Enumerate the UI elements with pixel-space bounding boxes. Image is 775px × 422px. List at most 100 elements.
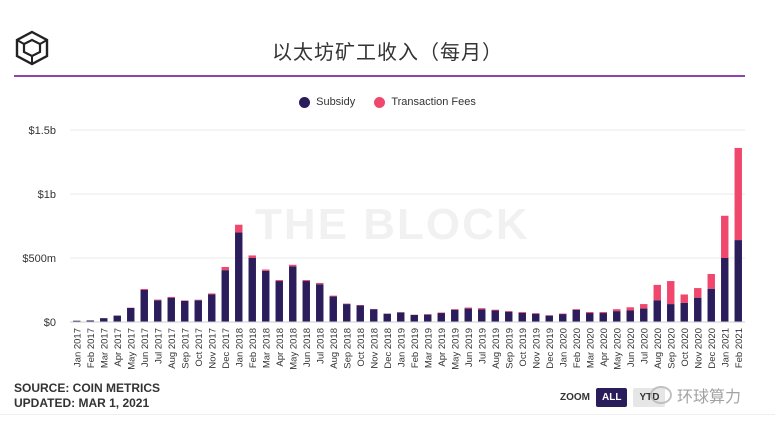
bar-subsidy[interactable] bbox=[73, 320, 81, 322]
bar-transaction-fees[interactable] bbox=[302, 280, 310, 282]
bar-subsidy[interactable] bbox=[707, 288, 715, 322]
bar-transaction-fees[interactable] bbox=[208, 293, 216, 295]
bar-transaction-fees[interactable] bbox=[451, 309, 459, 310]
bar-subsidy[interactable] bbox=[680, 302, 688, 322]
bar-subsidy[interactable] bbox=[491, 310, 499, 322]
bar-transaction-fees[interactable] bbox=[532, 313, 540, 314]
bar-subsidy[interactable] bbox=[505, 311, 513, 322]
bar-subsidy[interactable] bbox=[667, 304, 675, 322]
bar-transaction-fees[interactable] bbox=[707, 274, 715, 289]
x-tick-label: Feb 2019 bbox=[410, 328, 421, 368]
bar-transaction-fees[interactable] bbox=[464, 307, 472, 309]
bar-transaction-fees[interactable] bbox=[599, 312, 607, 314]
bar-subsidy[interactable] bbox=[397, 312, 405, 322]
bar-subsidy[interactable] bbox=[329, 296, 337, 322]
bar-transaction-fees[interactable] bbox=[491, 309, 499, 311]
bar-transaction-fees[interactable] bbox=[640, 304, 648, 309]
bar-subsidy[interactable] bbox=[383, 313, 391, 322]
bar-subsidy[interactable] bbox=[167, 297, 175, 322]
x-tick-label: Feb 2017 bbox=[86, 328, 97, 368]
bar-subsidy[interactable] bbox=[410, 314, 418, 322]
bar-subsidy[interactable] bbox=[586, 313, 594, 322]
bar-transaction-fees[interactable] bbox=[559, 313, 567, 315]
bar-transaction-fees[interactable] bbox=[667, 281, 675, 305]
bar-transaction-fees[interactable] bbox=[572, 309, 580, 310]
bar-subsidy[interactable] bbox=[694, 297, 702, 322]
bar-subsidy[interactable] bbox=[127, 307, 135, 322]
x-tick-label: Aug 2017 bbox=[167, 328, 178, 369]
bar-subsidy[interactable] bbox=[613, 311, 621, 322]
bar-subsidy[interactable] bbox=[451, 309, 459, 322]
bar-transaction-fees[interactable] bbox=[194, 299, 202, 301]
bar-transaction-fees[interactable] bbox=[248, 255, 256, 258]
bar-subsidy[interactable] bbox=[100, 318, 108, 322]
legend-item-subsidy[interactable]: Subsidy bbox=[299, 96, 355, 108]
bar-transaction-fees[interactable] bbox=[653, 284, 661, 301]
bar-subsidy[interactable] bbox=[437, 313, 445, 322]
bar-subsidy[interactable] bbox=[721, 258, 729, 322]
x-tick-label: Oct 2017 bbox=[194, 328, 205, 367]
bar-transaction-fees[interactable] bbox=[275, 280, 283, 282]
x-tick-label: Jan 2021 bbox=[720, 328, 731, 367]
bar-transaction-fees[interactable] bbox=[289, 264, 297, 267]
bar-subsidy[interactable] bbox=[343, 304, 351, 322]
bar-transaction-fees[interactable] bbox=[734, 147, 742, 241]
bar-subsidy[interactable] bbox=[113, 315, 121, 322]
bar-transaction-fees[interactable] bbox=[329, 295, 337, 297]
bar-subsidy[interactable] bbox=[154, 300, 162, 322]
bar-subsidy[interactable] bbox=[640, 308, 648, 322]
bar-transaction-fees[interactable] bbox=[343, 303, 351, 305]
bar-subsidy[interactable] bbox=[464, 308, 472, 322]
legend-item-fees[interactable]: Transaction Fees bbox=[374, 96, 476, 108]
bar-subsidy[interactable] bbox=[289, 266, 297, 322]
bar-subsidy[interactable] bbox=[316, 284, 324, 322]
bar-transaction-fees[interactable] bbox=[613, 309, 621, 312]
bar-transaction-fees[interactable] bbox=[694, 288, 702, 298]
bar-subsidy[interactable] bbox=[626, 310, 634, 322]
bar-subsidy[interactable] bbox=[572, 309, 580, 322]
x-tick-label: Jun 2020 bbox=[626, 328, 637, 367]
bar-transaction-fees[interactable] bbox=[721, 215, 729, 258]
bar-subsidy[interactable] bbox=[194, 300, 202, 322]
bar-subsidy[interactable] bbox=[356, 305, 364, 322]
bar-transaction-fees[interactable] bbox=[505, 310, 513, 312]
bar-transaction-fees[interactable] bbox=[626, 307, 634, 311]
bar-subsidy[interactable] bbox=[518, 312, 526, 322]
bar-transaction-fees[interactable] bbox=[235, 224, 243, 233]
bar-transaction-fees[interactable] bbox=[140, 288, 148, 290]
zoom-all-button[interactable]: ALL bbox=[596, 388, 628, 407]
bar-subsidy[interactable] bbox=[370, 309, 378, 322]
bar-subsidy[interactable] bbox=[545, 315, 553, 322]
bar-subsidy[interactable] bbox=[424, 314, 432, 322]
bar-subsidy[interactable] bbox=[221, 270, 229, 322]
bar-subsidy[interactable] bbox=[734, 240, 742, 322]
bar-transaction-fees[interactable] bbox=[478, 308, 486, 310]
bar-subsidy[interactable] bbox=[262, 270, 270, 322]
bar-subsidy[interactable] bbox=[275, 281, 283, 322]
bar-subsidy[interactable] bbox=[599, 313, 607, 322]
bar-subsidy[interactable] bbox=[532, 313, 540, 322]
bar-subsidy[interactable] bbox=[248, 258, 256, 322]
bar-subsidy[interactable] bbox=[86, 320, 94, 322]
bar-transaction-fees[interactable] bbox=[518, 312, 526, 313]
bar-transaction-fees[interactable] bbox=[680, 294, 688, 303]
bar-transaction-fees[interactable] bbox=[181, 300, 189, 301]
bar-transaction-fees[interactable] bbox=[221, 266, 229, 271]
bar-transaction-fees[interactable] bbox=[437, 312, 445, 314]
bar-transaction-fees[interactable] bbox=[316, 282, 324, 285]
bar-subsidy[interactable] bbox=[140, 290, 148, 322]
bar-subsidy[interactable] bbox=[181, 300, 189, 322]
x-tick-label: Feb 2021 bbox=[734, 328, 745, 368]
bar-transaction-fees[interactable] bbox=[154, 299, 162, 301]
bar-subsidy[interactable] bbox=[302, 281, 310, 322]
bar-transaction-fees[interactable] bbox=[167, 296, 175, 298]
bar-subsidy[interactable] bbox=[235, 232, 243, 322]
bar-transaction-fees[interactable] bbox=[262, 269, 270, 271]
legend-swatch-fees bbox=[374, 96, 386, 108]
bar-subsidy[interactable] bbox=[559, 314, 567, 322]
bar-subsidy[interactable] bbox=[478, 309, 486, 322]
bar-subsidy[interactable] bbox=[208, 294, 216, 322]
x-tick-label: Oct 2019 bbox=[518, 328, 529, 367]
bar-subsidy[interactable] bbox=[653, 300, 661, 322]
bar-transaction-fees[interactable] bbox=[586, 312, 594, 314]
